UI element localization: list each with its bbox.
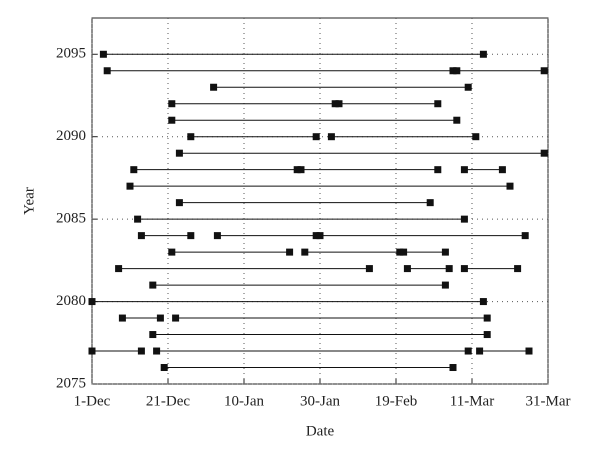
endpoint-marker — [426, 199, 434, 207]
endpoint-marker — [514, 265, 522, 273]
endpoint-marker — [521, 232, 529, 240]
endpoint-marker — [460, 215, 468, 223]
endpoint-marker — [434, 166, 442, 174]
endpoint-marker — [434, 100, 442, 108]
x-tick-label: 19-Feb — [375, 393, 418, 409]
y-axis-label: Year — [21, 187, 37, 215]
endpoint-marker — [118, 314, 126, 322]
endpoint-marker — [525, 347, 533, 355]
endpoint-marker — [187, 232, 195, 240]
endpoint-marker — [137, 232, 145, 240]
endpoint-marker — [476, 347, 484, 355]
endpoint-marker — [88, 347, 96, 355]
endpoint-marker — [175, 149, 183, 157]
endpoint-marker — [460, 265, 468, 273]
x-tick-label: 11-Mar — [450, 393, 494, 409]
endpoint-marker — [134, 215, 142, 223]
endpoint-marker — [540, 149, 548, 157]
endpoint-marker — [213, 232, 221, 240]
endpoint-marker — [153, 347, 161, 355]
x-tick-label: 31-Mar — [526, 393, 571, 409]
endpoint-marker — [168, 100, 176, 108]
endpoint-marker — [293, 166, 301, 174]
endpoint-marker — [498, 166, 506, 174]
endpoint-marker — [126, 182, 134, 190]
endpoint-marker — [445, 265, 453, 273]
endpoint-marker — [472, 133, 480, 141]
endpoint-marker — [149, 281, 157, 289]
endpoint-marker — [149, 331, 157, 339]
endpoint-marker — [483, 314, 491, 322]
endpoint-marker — [88, 298, 96, 306]
endpoint-marker — [137, 347, 145, 355]
endpoint-marker — [331, 100, 339, 108]
endpoint-marker — [312, 232, 320, 240]
endpoint-marker — [403, 265, 411, 273]
y-tick-label: 2090 — [56, 128, 86, 144]
x-tick-label: 30-Jan — [300, 393, 340, 409]
endpoint-marker — [483, 331, 491, 339]
endpoint-marker — [115, 265, 123, 273]
endpoint-marker — [449, 364, 457, 372]
endpoint-marker — [453, 67, 461, 75]
endpoint-marker — [160, 364, 168, 372]
plot-frame — [91, 17, 549, 385]
endpoint-marker — [479, 50, 487, 58]
endpoint-marker — [460, 166, 468, 174]
x-tick-label: 10-Jan — [224, 393, 264, 409]
endpoint-marker — [400, 248, 408, 256]
y-tick-label: 2080 — [56, 293, 86, 309]
endpoint-marker — [168, 116, 176, 124]
endpoint-marker — [301, 248, 309, 256]
endpoint-marker — [327, 133, 335, 141]
x-tick-label: 1-Dec — [74, 393, 111, 409]
endpoint-marker — [479, 298, 487, 306]
endpoint-marker — [297, 166, 305, 174]
x-axis-label: Date — [306, 423, 335, 439]
endpoint-marker — [441, 248, 449, 256]
endpoint-marker — [210, 83, 218, 91]
endpoint-marker — [187, 133, 195, 141]
endpoint-marker — [168, 248, 176, 256]
y-tick-label: 2085 — [56, 211, 86, 227]
endpoint-marker — [172, 314, 180, 322]
endpoint-marker — [103, 67, 111, 75]
endpoint-marker — [365, 265, 373, 273]
endpoint-marker — [312, 133, 320, 141]
endpoint-marker — [156, 314, 164, 322]
endpoint-marker — [175, 199, 183, 207]
endpoint-marker — [453, 116, 461, 124]
endpoint-marker — [441, 281, 449, 289]
endpoint-marker — [449, 67, 457, 75]
endpoint-marker — [335, 100, 343, 108]
x-tick-label: 21-Dec — [146, 393, 190, 409]
endpoint-marker — [286, 248, 294, 256]
endpoint-marker — [99, 50, 107, 58]
endpoint-marker — [396, 248, 404, 256]
y-tick-label: 2095 — [56, 46, 86, 62]
endpoint-marker — [464, 83, 472, 91]
endpoint-marker — [316, 232, 324, 240]
endpoint-marker — [130, 166, 138, 174]
endpoint-marker — [540, 67, 548, 75]
endpoint-marker — [464, 347, 472, 355]
endpoint-marker — [506, 182, 514, 190]
y-tick-label: 2075 — [56, 375, 86, 391]
